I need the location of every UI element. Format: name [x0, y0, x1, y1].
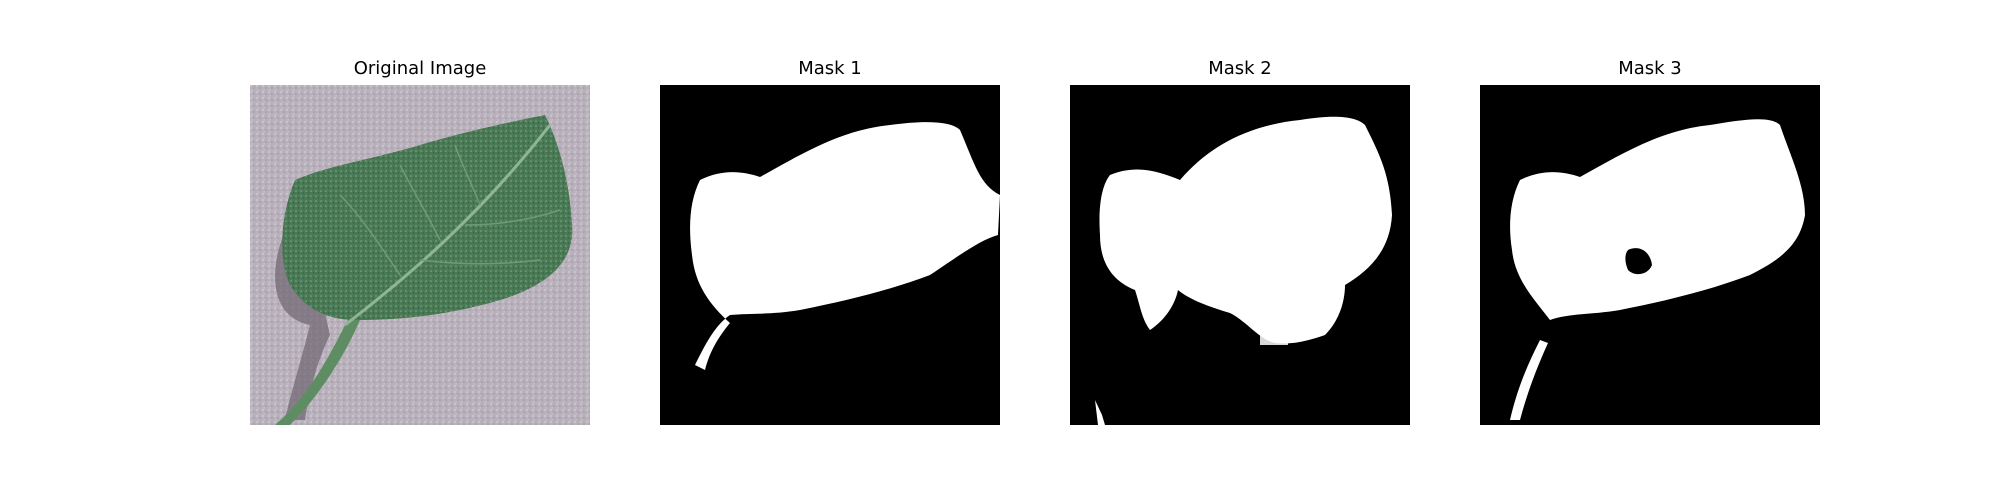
segmentation-mask — [660, 85, 1000, 425]
leaf-photo — [250, 85, 590, 425]
segmentation-mask — [1480, 85, 1820, 425]
panel-title: Mask 1 — [798, 58, 862, 79]
panel-mask-3: Mask 3 — [1480, 0, 1820, 500]
panel-title: Mask 3 — [1618, 58, 1682, 79]
leaf-stem — [275, 315, 360, 425]
panel-original-image: Original Image — [250, 0, 590, 500]
segmentation-mask — [1070, 85, 1410, 425]
panel-mask-2: Mask 2 — [1070, 0, 1410, 500]
panel-title: Original Image — [353, 58, 487, 79]
panel-mask-1: Mask 1 — [660, 0, 1000, 500]
panel-title: Mask 2 — [1208, 58, 1272, 79]
leaf-blade — [282, 115, 573, 321]
